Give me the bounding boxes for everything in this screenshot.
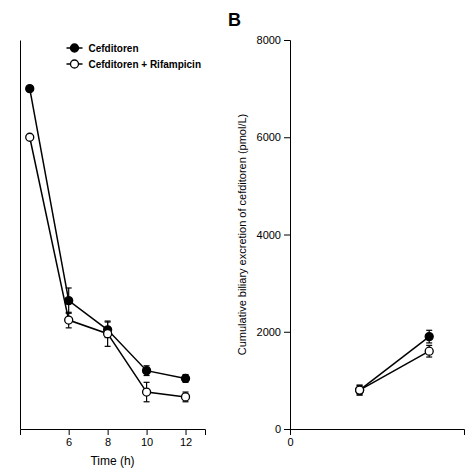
y-tick: 8000 — [257, 34, 290, 46]
y-axis: 0 2000 4000 6000 8000 — [257, 34, 291, 435]
data-point — [182, 374, 190, 382]
error-bar-cap — [66, 312, 72, 313]
x-tick: 0 — [287, 429, 293, 448]
plot-area — [356, 330, 434, 395]
y-tick-label: 4000 — [257, 229, 281, 241]
error-bar-cap — [426, 330, 432, 331]
series-line — [360, 337, 430, 390]
error-bar-cap — [144, 382, 150, 383]
series-line — [360, 351, 430, 390]
x-tick-label: 8 — [105, 436, 111, 448]
panel-label: B — [228, 10, 241, 30]
error-bar — [426, 345, 432, 357]
error-bar — [183, 392, 189, 402]
error-bar-cap — [105, 346, 111, 347]
series — [356, 330, 434, 395]
y-tick-mark — [284, 332, 290, 333]
y-tick-label: 8000 — [257, 34, 281, 46]
series-line — [30, 137, 186, 397]
y-tick-label: 6000 — [257, 131, 281, 143]
data-point — [104, 330, 112, 338]
data-point — [65, 316, 73, 324]
data-point — [425, 347, 433, 355]
x-tick: 8 — [105, 429, 111, 448]
data-point — [143, 367, 151, 375]
y-tick-mark — [284, 235, 290, 236]
error-bar-cap — [426, 345, 432, 346]
error-bar — [357, 385, 363, 395]
x-axis-line — [291, 430, 465, 436]
data-point — [182, 393, 190, 401]
legend-item: Cefditoren — [66, 43, 138, 54]
x-tick: 10 — [141, 429, 153, 448]
x-tick-label: 12 — [180, 436, 192, 448]
error-bar — [144, 366, 150, 376]
data-point — [143, 388, 151, 396]
error-bar — [426, 330, 432, 343]
legend-label: Cefditoren — [88, 43, 138, 54]
y-tick: 4000 — [257, 229, 290, 241]
x-tick-mark — [108, 429, 109, 435]
legend-label: Cefditoren + Rifampicin — [88, 59, 201, 70]
y-axis-line — [284, 41, 291, 430]
legend-marker — [70, 60, 78, 68]
y-axis-title: Cumulative biliary excretion of cefditor… — [236, 114, 248, 356]
error-bar — [183, 375, 189, 383]
plot-area — [26, 85, 190, 402]
x-tick: 12 — [180, 429, 192, 448]
x-axis-line — [21, 430, 206, 436]
legend-marker — [70, 44, 78, 52]
error-bar-cap — [144, 401, 150, 402]
y-axis-line — [20, 41, 21, 430]
error-bar-cap — [105, 320, 111, 321]
y-axis — [20, 41, 21, 430]
y-tick-label: 0 — [275, 423, 281, 435]
legend: Cefditoren Cefditoren + Rifampicin — [66, 43, 201, 70]
y-tick-mark — [284, 429, 290, 430]
error-bar — [105, 321, 111, 346]
x-tick-label: 0 — [287, 436, 293, 448]
error-bar — [357, 385, 363, 395]
x-tick-label: 10 — [141, 436, 153, 448]
series — [356, 345, 434, 395]
error-bar-cap — [66, 327, 72, 328]
x-tick: 6 — [66, 429, 72, 448]
data-point — [356, 386, 364, 394]
y-tick: 0 — [275, 423, 290, 435]
chart-svg: 6 8 10 12 Time (h) Cefditoren Cefditoren + Rif… — [0, 0, 474, 474]
data-point — [356, 386, 364, 394]
y-tick: 2000 — [257, 326, 290, 338]
x-tick-label: 6 — [66, 436, 72, 448]
y-tick-mark — [284, 137, 290, 138]
x-axis-title: Time (h) — [90, 454, 134, 468]
x-tick-mark — [69, 429, 70, 435]
data-point — [26, 85, 34, 93]
data-point — [425, 333, 433, 341]
error-bar — [66, 312, 72, 328]
error-bar-cap — [426, 356, 432, 357]
x-tick-mark — [186, 429, 187, 435]
panel: 6 8 10 12 Time (h) Cefditoren Cefditoren + Rif… — [21, 41, 206, 469]
y-tick: 6000 — [257, 131, 290, 143]
panel: 00 2000 4000 6000 8000 Cumulative biliary exc… — [228, 10, 465, 448]
data-point — [26, 133, 34, 141]
error-bar — [144, 382, 150, 401]
series-line — [30, 89, 186, 379]
y-tick-label: 2000 — [257, 326, 281, 338]
x-tick-mark — [147, 429, 148, 435]
y-tick-mark — [284, 40, 290, 41]
series — [26, 133, 190, 402]
x-axis: 0 — [287, 429, 464, 448]
error-bar-cap — [426, 342, 432, 343]
legend-item: Cefditoren + Rifampicin — [66, 59, 201, 70]
x-axis: 6 8 10 12 — [21, 429, 206, 448]
error-bar-cap — [66, 287, 72, 288]
